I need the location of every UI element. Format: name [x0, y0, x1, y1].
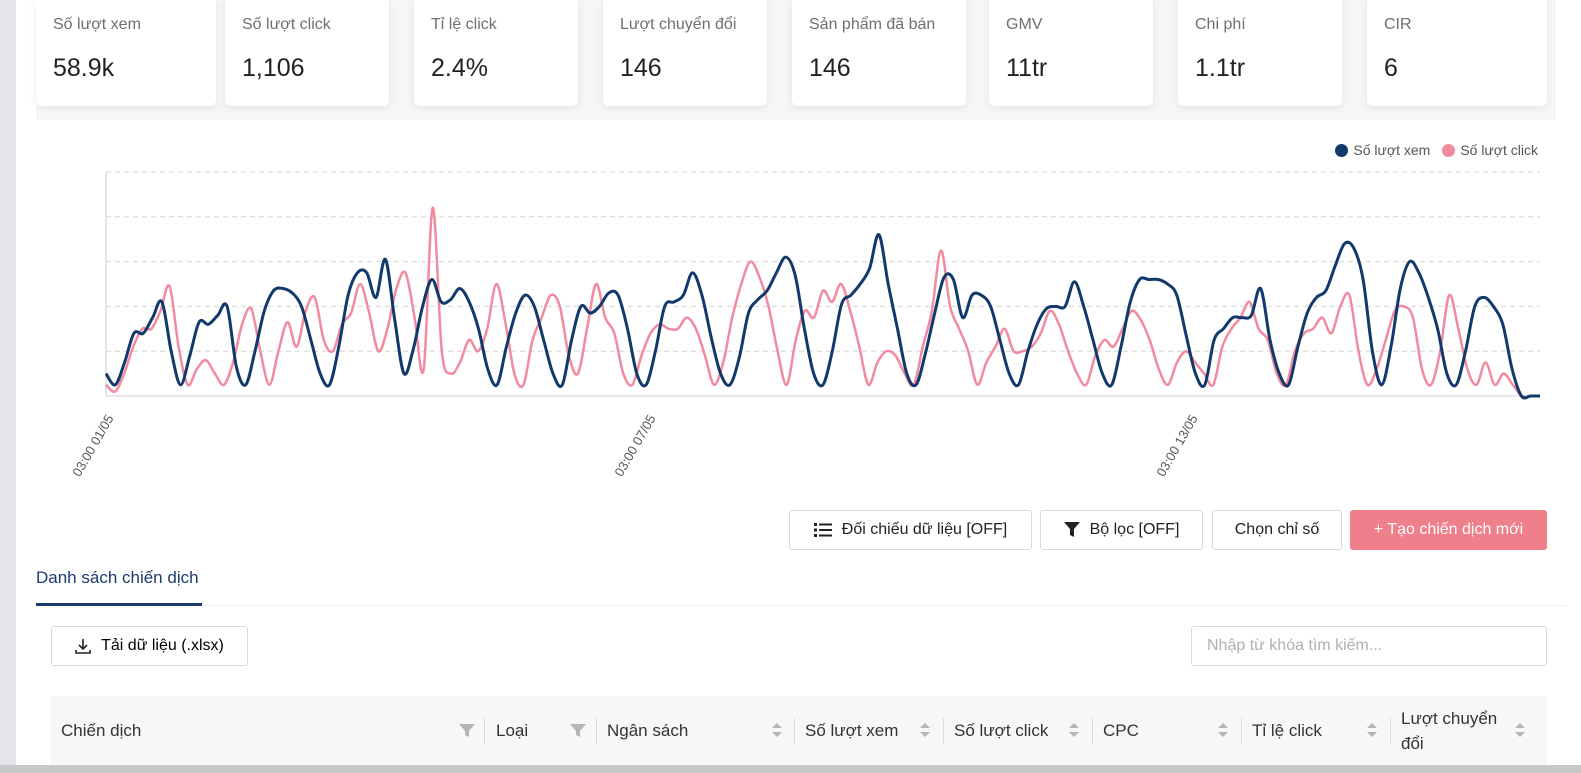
choose-metrics-button[interactable]: Chọn chỉ số	[1212, 510, 1342, 550]
series-line-views[interactable]	[104, 233, 1540, 400]
metric-value: 2.4%	[431, 54, 488, 82]
left-rail	[0, 0, 16, 773]
metric-card-views[interactable]: Số lượt xem 58.9k	[36, 0, 216, 106]
create-campaign-button[interactable]: + Tạo chiến dịch mới	[1350, 510, 1547, 550]
metric-label: Tỉ lệ click	[431, 16, 497, 33]
metric-label: Số lượt xem	[53, 16, 141, 33]
metric-label: Chi phí	[1195, 16, 1246, 33]
compare-data-button[interactable]: Đối chiếu dữ liệu [OFF]	[789, 510, 1032, 550]
metric-label: Số lượt click	[242, 16, 331, 33]
search-input[interactable]	[1191, 626, 1547, 666]
column-label: Số lượt click	[954, 720, 1049, 740]
download-icon	[75, 639, 91, 654]
choose-metrics-label: Chọn chỉ số	[1234, 521, 1320, 538]
sort-icon[interactable]	[1364, 720, 1380, 740]
legend-item-views[interactable]: Số lượt xem	[1335, 142, 1430, 158]
table-header: Chiến dịch Loại Ngân sách Số lượt xem Số…	[51, 696, 1547, 765]
legend-dot-icon	[1442, 143, 1456, 157]
tab-campaign-list[interactable]: Danh sách chiến dịch	[36, 560, 202, 606]
column-header-views[interactable]: Số lượt xem	[795, 696, 942, 765]
filter-button[interactable]: Bộ lọc [OFF]	[1040, 510, 1203, 550]
metric-value: 6	[1384, 54, 1398, 82]
column-header-cpc[interactable]: CPC	[1093, 696, 1240, 765]
legend-item-clicks[interactable]: Số lượt click	[1442, 142, 1538, 158]
column-separator	[943, 718, 944, 744]
chart-canvas: 03:00 01/05 03:00 07/05 03:00 13/05	[69, 171, 1540, 479]
metric-card-gmv[interactable]: GMV 11tr	[989, 0, 1153, 106]
column-separator	[1241, 718, 1242, 744]
column-label: Số lượt xem	[805, 720, 899, 740]
sort-icon[interactable]	[1215, 720, 1231, 740]
chart-legend: Số lượt xem Số lượt click	[1335, 142, 1538, 158]
column-header-campaign[interactable]: Chiến dịch	[51, 696, 484, 765]
metric-card-cost[interactable]: Chi phí 1.1tr	[1178, 0, 1342, 106]
metrics-strip: Số lượt xem 58.9k Số lượt click 1,106 Tỉ…	[36, 0, 1556, 120]
metric-card-cir[interactable]: CIR 6	[1367, 0, 1547, 106]
download-label: Tải dữ liệu (.xlsx)	[101, 637, 224, 654]
metric-label: GMV	[1006, 16, 1043, 33]
metric-label: Sản phẩm đã bán	[809, 16, 936, 33]
filter-label: Bộ lọc [OFF]	[1089, 521, 1180, 538]
column-separator	[1390, 718, 1391, 744]
column-header-budget[interactable]: Ngân sách	[597, 696, 793, 765]
column-header-type[interactable]: Loại	[486, 696, 595, 765]
x-tick-label: 03:00 01/05	[69, 412, 116, 479]
column-label: Ngân sách	[607, 720, 689, 740]
download-xlsx-button[interactable]: Tải dữ liệu (.xlsx)	[51, 626, 248, 666]
metric-card-clicks[interactable]: Số lượt click 1,106	[225, 0, 389, 106]
metric-card-products-sold[interactable]: Sản phẩm đã bán 146	[792, 0, 966, 106]
column-label: Loại	[496, 720, 529, 740]
horizontal-scrollbar[interactable]	[0, 765, 1581, 773]
metric-label: CIR	[1384, 16, 1412, 33]
create-campaign-label: + Tạo chiến dịch mới	[1373, 521, 1524, 538]
column-label: Tỉ lệ click	[1252, 720, 1322, 740]
metric-value: 11tr	[1006, 54, 1048, 82]
metric-value: 146	[809, 54, 851, 82]
filter-icon	[1063, 522, 1080, 537]
compare-data-label: Đối chiếu dữ liệu [OFF]	[841, 521, 1008, 538]
sort-icon[interactable]	[1512, 720, 1528, 740]
x-tick-label: 03:00 07/05	[611, 412, 658, 479]
metric-card-ctr[interactable]: Tỉ lệ click 2.4%	[414, 0, 578, 106]
legend-label: Số lượt xem	[1353, 142, 1431, 158]
column-separator	[596, 718, 597, 744]
column-label: Chiến dịch	[61, 720, 142, 740]
column-label: Lượt chuyển đổi	[1401, 708, 1498, 753]
x-tick-label: 03:00 13/05	[1153, 412, 1200, 479]
legend-dot-icon	[1335, 143, 1349, 157]
sort-icon[interactable]	[1066, 720, 1082, 740]
filter-icon[interactable]	[570, 720, 586, 740]
column-header-ctr[interactable]: Tỉ lệ click	[1242, 696, 1389, 765]
column-separator	[794, 718, 795, 744]
metric-card-conversions[interactable]: Lượt chuyển đổi 146	[603, 0, 767, 106]
tab-bar: Danh sách chiến dịch	[36, 560, 1566, 606]
metric-value: 1.1tr	[1195, 54, 1246, 82]
metric-value: 1,106	[242, 54, 305, 82]
metric-value: 58.9k	[53, 54, 115, 82]
sort-icon[interactable]	[917, 720, 933, 740]
column-separator	[1092, 718, 1093, 744]
sort-icon[interactable]	[769, 720, 785, 740]
legend-label: Số lượt click	[1460, 142, 1538, 158]
metric-label: Lượt chuyển đổi	[620, 16, 737, 33]
metric-value: 146	[620, 54, 662, 82]
column-separator	[484, 718, 485, 744]
column-label: CPC	[1103, 720, 1139, 740]
column-header-clicks[interactable]: Số lượt click	[944, 696, 1091, 765]
column-header-conversions[interactable]: Lượt chuyển đổi	[1391, 696, 1509, 765]
list-icon	[813, 523, 832, 537]
filter-icon[interactable]	[459, 720, 475, 740]
series-line-clicks[interactable]	[105, 206, 1540, 399]
line-chart: Số lượt xem Số lượt click 03:00 01/05 03:…	[36, 130, 1556, 490]
